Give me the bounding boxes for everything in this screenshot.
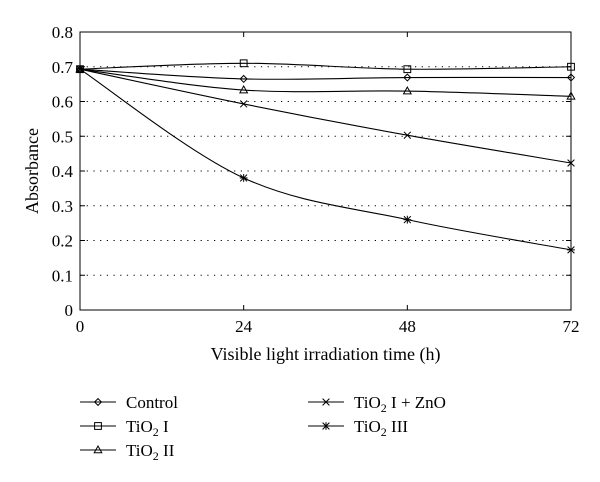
data-point-marker xyxy=(322,422,330,430)
series-tio2-i xyxy=(76,59,575,74)
data-point-marker xyxy=(402,86,412,95)
y-tick-label: 0.4 xyxy=(52,162,74,181)
y-tick-label: 0.3 xyxy=(52,197,73,216)
series-lines xyxy=(75,59,576,254)
y-tick-label: 0.6 xyxy=(52,93,73,112)
series-tio2-i-zno xyxy=(76,65,575,167)
data-point-marker xyxy=(239,85,249,94)
data-point-marker xyxy=(403,73,412,82)
grid-lines xyxy=(80,66,571,276)
y-tick-label: 0.5 xyxy=(52,127,73,146)
legend-item: TiO2 II xyxy=(80,441,175,463)
x-axis-label: Visible light irradiation time (h) xyxy=(211,344,441,365)
data-point-marker xyxy=(94,422,102,430)
x-tick-label: 72 xyxy=(563,317,580,336)
series-line xyxy=(79,62,572,70)
series-line xyxy=(79,68,572,80)
y-tick-label: 0.2 xyxy=(52,232,73,251)
legend-label: TiO2 I xyxy=(126,417,169,439)
data-point-marker xyxy=(239,74,248,84)
legend-label: TiO2 II xyxy=(126,441,175,463)
data-point-marker xyxy=(403,131,412,139)
marker-stroke xyxy=(403,131,412,139)
data-point-marker xyxy=(322,398,330,406)
marker-stroke xyxy=(322,398,330,406)
marker-stroke xyxy=(239,100,248,108)
legend-item: TiO2 III xyxy=(308,417,408,439)
series-line xyxy=(79,68,572,164)
y-tick-label: 0.1 xyxy=(52,266,73,285)
axis-ticks: 0 0.1 0.2 0.3 0.4 0.5 0.6 0.7 0.8 0 24 48 72 xyxy=(52,23,580,336)
series-line xyxy=(79,68,572,97)
legend-label: TiO2 I + ZnO xyxy=(354,393,446,415)
y-tick-label: 0 xyxy=(65,301,74,320)
x-tick-label: 0 xyxy=(76,317,85,336)
legend-label: Control xyxy=(126,393,178,412)
series-line xyxy=(79,68,572,251)
data-point-marker xyxy=(403,215,412,224)
y-axis-label: Absorbance xyxy=(22,128,42,214)
data-point-marker xyxy=(239,174,248,182)
series-control xyxy=(75,65,576,84)
data-point-marker xyxy=(93,397,103,407)
x-tick-label: 48 xyxy=(399,317,416,336)
y-tick-label: 0.7 xyxy=(52,58,74,77)
series-tio2-ii xyxy=(75,64,576,100)
data-point-marker xyxy=(239,100,248,108)
legend-label: TiO2 III xyxy=(354,417,408,439)
data-point-marker xyxy=(93,444,103,454)
legend-item: TiO2 I + ZnO xyxy=(308,393,446,415)
legend-item: Control xyxy=(80,393,178,412)
legend-item: TiO2 I xyxy=(80,417,169,439)
data-point-marker xyxy=(403,65,412,74)
x-tick-label: 24 xyxy=(235,317,253,336)
y-tick-label: 0.8 xyxy=(52,23,73,42)
data-point-marker xyxy=(239,59,248,68)
